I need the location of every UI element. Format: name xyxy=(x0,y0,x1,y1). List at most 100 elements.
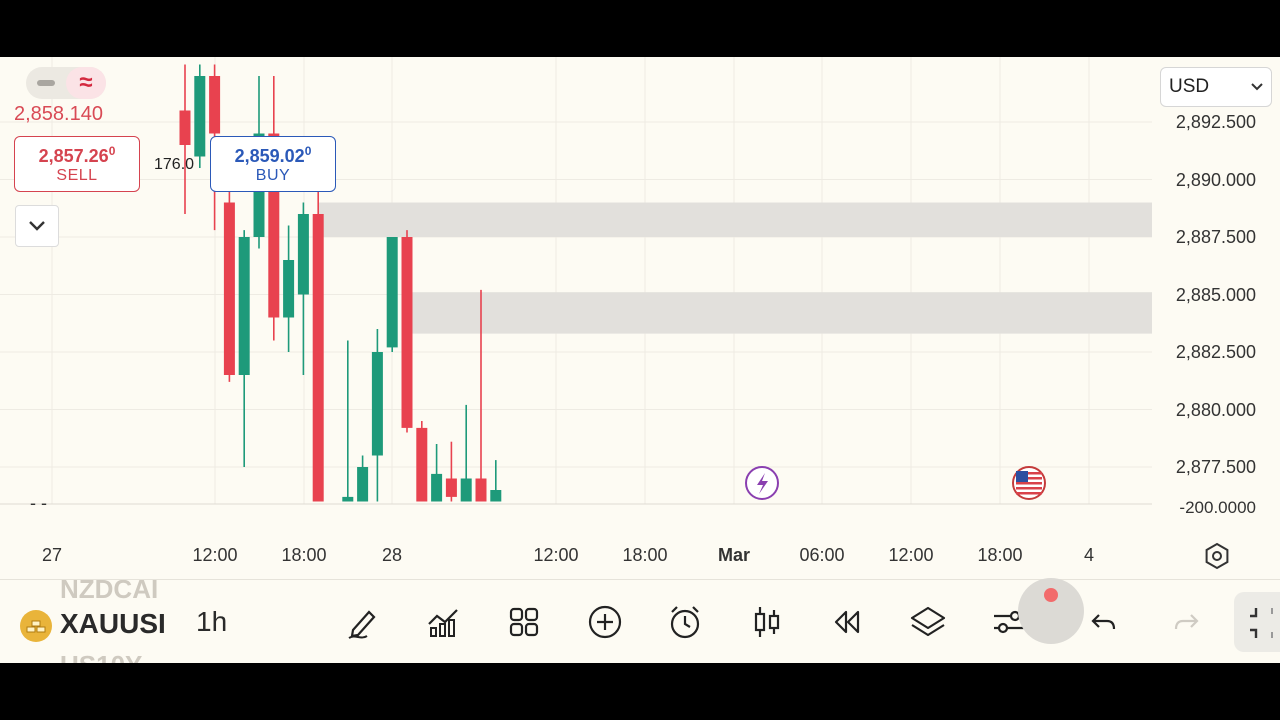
chevron-down-icon xyxy=(1251,83,1263,91)
buy-price: 2,859.02 xyxy=(234,145,305,166)
rewind-icon xyxy=(834,610,860,634)
price-chart[interactable] xyxy=(0,57,1280,579)
time-label: 12:00 xyxy=(192,545,238,565)
buy-button[interactable]: 2,859.020 BUY xyxy=(210,136,336,192)
time-label: 18:00 xyxy=(622,545,668,565)
candle-body xyxy=(194,76,206,157)
sell-button[interactable]: 2,857.260 SELL xyxy=(14,136,140,192)
us-flag-canton xyxy=(1016,471,1028,482)
candle-body xyxy=(416,427,428,502)
currency-value: USD xyxy=(1169,76,1210,97)
price-label: 2,885.000 xyxy=(1175,285,1256,305)
candle-body xyxy=(209,76,221,134)
candle-body xyxy=(312,214,324,502)
last-price: 2,858.140 xyxy=(14,103,103,125)
us-flag-stripe xyxy=(1016,472,1042,475)
candle-type-icon xyxy=(754,607,780,637)
sell-price: 2,857.26 xyxy=(38,145,109,166)
price-label: 2,882.500 xyxy=(1175,342,1256,362)
collapse-mode-option[interactable] xyxy=(26,67,66,99)
indicators-icon xyxy=(428,609,458,637)
buy-label: BUY xyxy=(255,166,291,184)
price-label: 2,877.500 xyxy=(1175,457,1256,477)
candle-body xyxy=(238,237,250,375)
notification-dot xyxy=(1044,588,1058,602)
candle-body xyxy=(386,237,398,348)
time-label: 12:00 xyxy=(533,545,579,565)
flash-icon xyxy=(757,473,768,494)
candle-body xyxy=(179,110,191,145)
grid-icon xyxy=(509,607,539,637)
time-label: 28 xyxy=(381,545,403,565)
layouts-button[interactable] xyxy=(502,600,546,644)
add-button[interactable] xyxy=(583,600,627,644)
alert-button[interactable] xyxy=(663,600,707,644)
supply-zone xyxy=(318,202,1152,237)
time-label: 18:00 xyxy=(977,545,1023,565)
sell-price-fraction: 0 xyxy=(108,143,116,158)
chart-settings-icon[interactable] xyxy=(1202,541,1232,571)
price-label: 2,890.000 xyxy=(1175,170,1256,190)
drawing-tool-button[interactable] xyxy=(341,600,385,644)
bottom-toolbar: NZDCAI XAUUSI US10Y 1h xyxy=(0,579,1280,663)
collapse-panel-button[interactable] xyxy=(15,205,59,247)
indicators-button[interactable] xyxy=(421,600,465,644)
symbol-selector[interactable]: NZDCAI XAUUSI US10Y xyxy=(18,580,168,663)
candle-body xyxy=(371,352,383,456)
pencil-icon xyxy=(348,610,376,639)
time-label: 18:00 xyxy=(281,545,327,565)
chart-type-button[interactable] xyxy=(745,600,789,644)
chart-mode-toggle[interactable]: ≈ xyxy=(26,67,106,99)
candle-body xyxy=(445,478,457,497)
minus-icon xyxy=(37,80,55,86)
sell-label: SELL xyxy=(56,166,98,184)
us-flag-stripe xyxy=(1016,487,1042,490)
us-flag-stripe xyxy=(1016,477,1042,480)
timeframe-button[interactable]: 1h xyxy=(196,606,228,637)
candle-body xyxy=(268,133,280,318)
undo-button[interactable] xyxy=(1082,600,1126,644)
buy-price-fraction: 0 xyxy=(304,143,312,158)
candle-body xyxy=(297,214,309,295)
price-label: 2,880.000 xyxy=(1175,400,1256,420)
fullscreen-button[interactable] xyxy=(1234,592,1280,652)
redo-icon xyxy=(1174,614,1199,630)
indicator-left-mark: - - xyxy=(30,493,47,513)
currency-select[interactable]: USD xyxy=(1160,67,1272,107)
fullscreen-icon xyxy=(1250,608,1273,638)
candle-body xyxy=(490,490,502,502)
time-label: 06:00 xyxy=(799,545,845,565)
time-label: 27 xyxy=(41,545,63,565)
indicator-axis-label: -200.0000 xyxy=(1179,498,1256,517)
chart-app: 2,892.500 2,890.000 2,887.500 2,885.000 … xyxy=(0,57,1280,663)
symbol-current[interactable]: XAUUSI xyxy=(60,608,166,639)
spread-value: 176.0 xyxy=(154,156,195,173)
candle-body xyxy=(357,467,369,502)
us-flag-stripe xyxy=(1016,492,1042,495)
layers-button[interactable] xyxy=(906,600,950,644)
replay-button[interactable] xyxy=(825,600,869,644)
candle-body xyxy=(223,202,235,375)
candle-body xyxy=(342,496,354,502)
candle-body xyxy=(283,260,295,318)
price-label: 2,892.500 xyxy=(1175,112,1256,132)
supply-zone xyxy=(408,292,1152,334)
redo-button[interactable] xyxy=(1164,600,1208,644)
chevron-down-icon xyxy=(29,221,45,231)
plus-circle-icon xyxy=(588,605,622,639)
time-label: 4 xyxy=(1083,545,1095,565)
chart-settings-button[interactable] xyxy=(987,600,1031,644)
symbol-next[interactable]: US10Y xyxy=(60,650,142,663)
time-label: 12:00 xyxy=(888,545,934,565)
symbol-prev[interactable]: NZDCAI xyxy=(60,580,159,604)
candle-body xyxy=(475,478,487,502)
candle-body xyxy=(431,473,443,502)
candle-body xyxy=(460,478,472,502)
approx-icon: ≈ xyxy=(79,69,93,96)
price-label: 2,887.500 xyxy=(1175,227,1256,247)
undo-icon xyxy=(1091,614,1116,630)
sliders-icon xyxy=(994,610,1024,634)
wave-mode-option[interactable]: ≈ xyxy=(66,67,106,99)
us-flag-stripe xyxy=(1016,482,1042,485)
layers-icon xyxy=(910,606,946,637)
